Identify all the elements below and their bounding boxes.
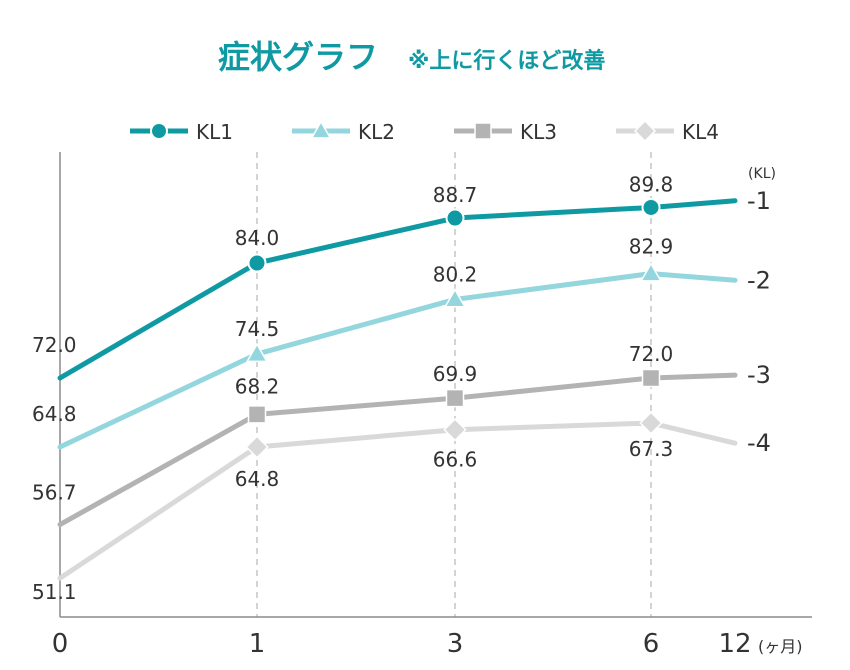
data-label-kl3-3: 69.9 xyxy=(433,362,478,386)
x-tick-label-3: 3 xyxy=(447,629,464,659)
x-tick-label-0: 0 xyxy=(52,629,69,659)
data-label-kl4-1: 64.8 xyxy=(235,467,280,491)
data-label-kl1-6: 89.8 xyxy=(629,172,674,196)
legend-marker-kl4 xyxy=(633,119,657,143)
legend-marker-kl2 xyxy=(310,120,332,139)
data-point-kl4-1 xyxy=(245,435,269,459)
chart-subtitle: ※上に行くほど改善 xyxy=(408,48,605,74)
right-axis-title: (KL) xyxy=(748,166,776,182)
data-point-kl1-1 xyxy=(247,253,267,273)
data-label-kl4-6: 67.3 xyxy=(629,437,674,461)
end-label-kl3: -3 xyxy=(747,361,771,389)
data-label-kl1-3: 88.7 xyxy=(433,183,478,207)
legend-label-kl2: KL2 xyxy=(358,120,395,144)
x-tick-label-6: 6 xyxy=(643,629,660,659)
legend-label-kl4: KL4 xyxy=(682,120,719,144)
x-tick-label-12: 12 xyxy=(718,629,751,659)
data-point-kl3-6 xyxy=(641,368,661,388)
end-label-kl1: -1 xyxy=(747,187,771,215)
data-label-kl2-1: 74.5 xyxy=(235,317,280,341)
x-axis-unit: (ヶ月) xyxy=(758,637,803,656)
data-point-kl3-1 xyxy=(247,405,267,424)
data-label-kl3-6: 72.0 xyxy=(629,342,674,366)
labels-layer: 72.0 84.0 88.7 89.8 -1 64.8 74.5 80.2 82.9 -2 56.7… xyxy=(32,172,771,604)
data-label-kl3-0: 56.7 xyxy=(32,481,77,505)
data-label-kl3-1: 68.2 xyxy=(235,374,280,398)
data-point-kl2-1 xyxy=(245,342,269,363)
end-label-kl2: -2 xyxy=(747,266,771,294)
data-label-kl2-0: 64.8 xyxy=(32,402,77,426)
data-label-kl4-3: 66.6 xyxy=(433,448,478,472)
data-point-kl4-6 xyxy=(639,411,663,435)
end-label-kl4: -4 xyxy=(747,429,771,457)
x-tick-label-1: 1 xyxy=(249,629,266,659)
axes: 0 1 3 6 12 (ヶ月) (KL) xyxy=(52,152,812,659)
legend-label-kl1: KL1 xyxy=(196,120,233,144)
legend: KL1 KL2 KL3 KL4 xyxy=(130,119,719,144)
legend-marker-kl1 xyxy=(150,122,168,140)
series-layer xyxy=(57,197,738,581)
data-point-kl1-6 xyxy=(641,197,661,217)
data-label-kl1-0: 72.0 xyxy=(32,333,77,357)
data-point-kl1-3 xyxy=(445,208,465,228)
data-point-kl2-6 xyxy=(639,262,663,282)
legend-label-kl3: KL3 xyxy=(520,120,557,144)
data-point-kl3-3 xyxy=(445,388,465,408)
data-label-kl2-6: 82.9 xyxy=(629,235,674,259)
data-point-kl2-3 xyxy=(443,288,467,308)
data-label-kl1-1: 84.0 xyxy=(235,226,280,250)
data-point-kl4-3 xyxy=(443,418,467,442)
legend-marker-kl3 xyxy=(474,122,492,140)
data-label-kl2-3: 80.2 xyxy=(433,262,478,286)
chart-title: 症状グラフ xyxy=(218,38,378,76)
data-label-kl4-0: 51.1 xyxy=(32,580,77,604)
